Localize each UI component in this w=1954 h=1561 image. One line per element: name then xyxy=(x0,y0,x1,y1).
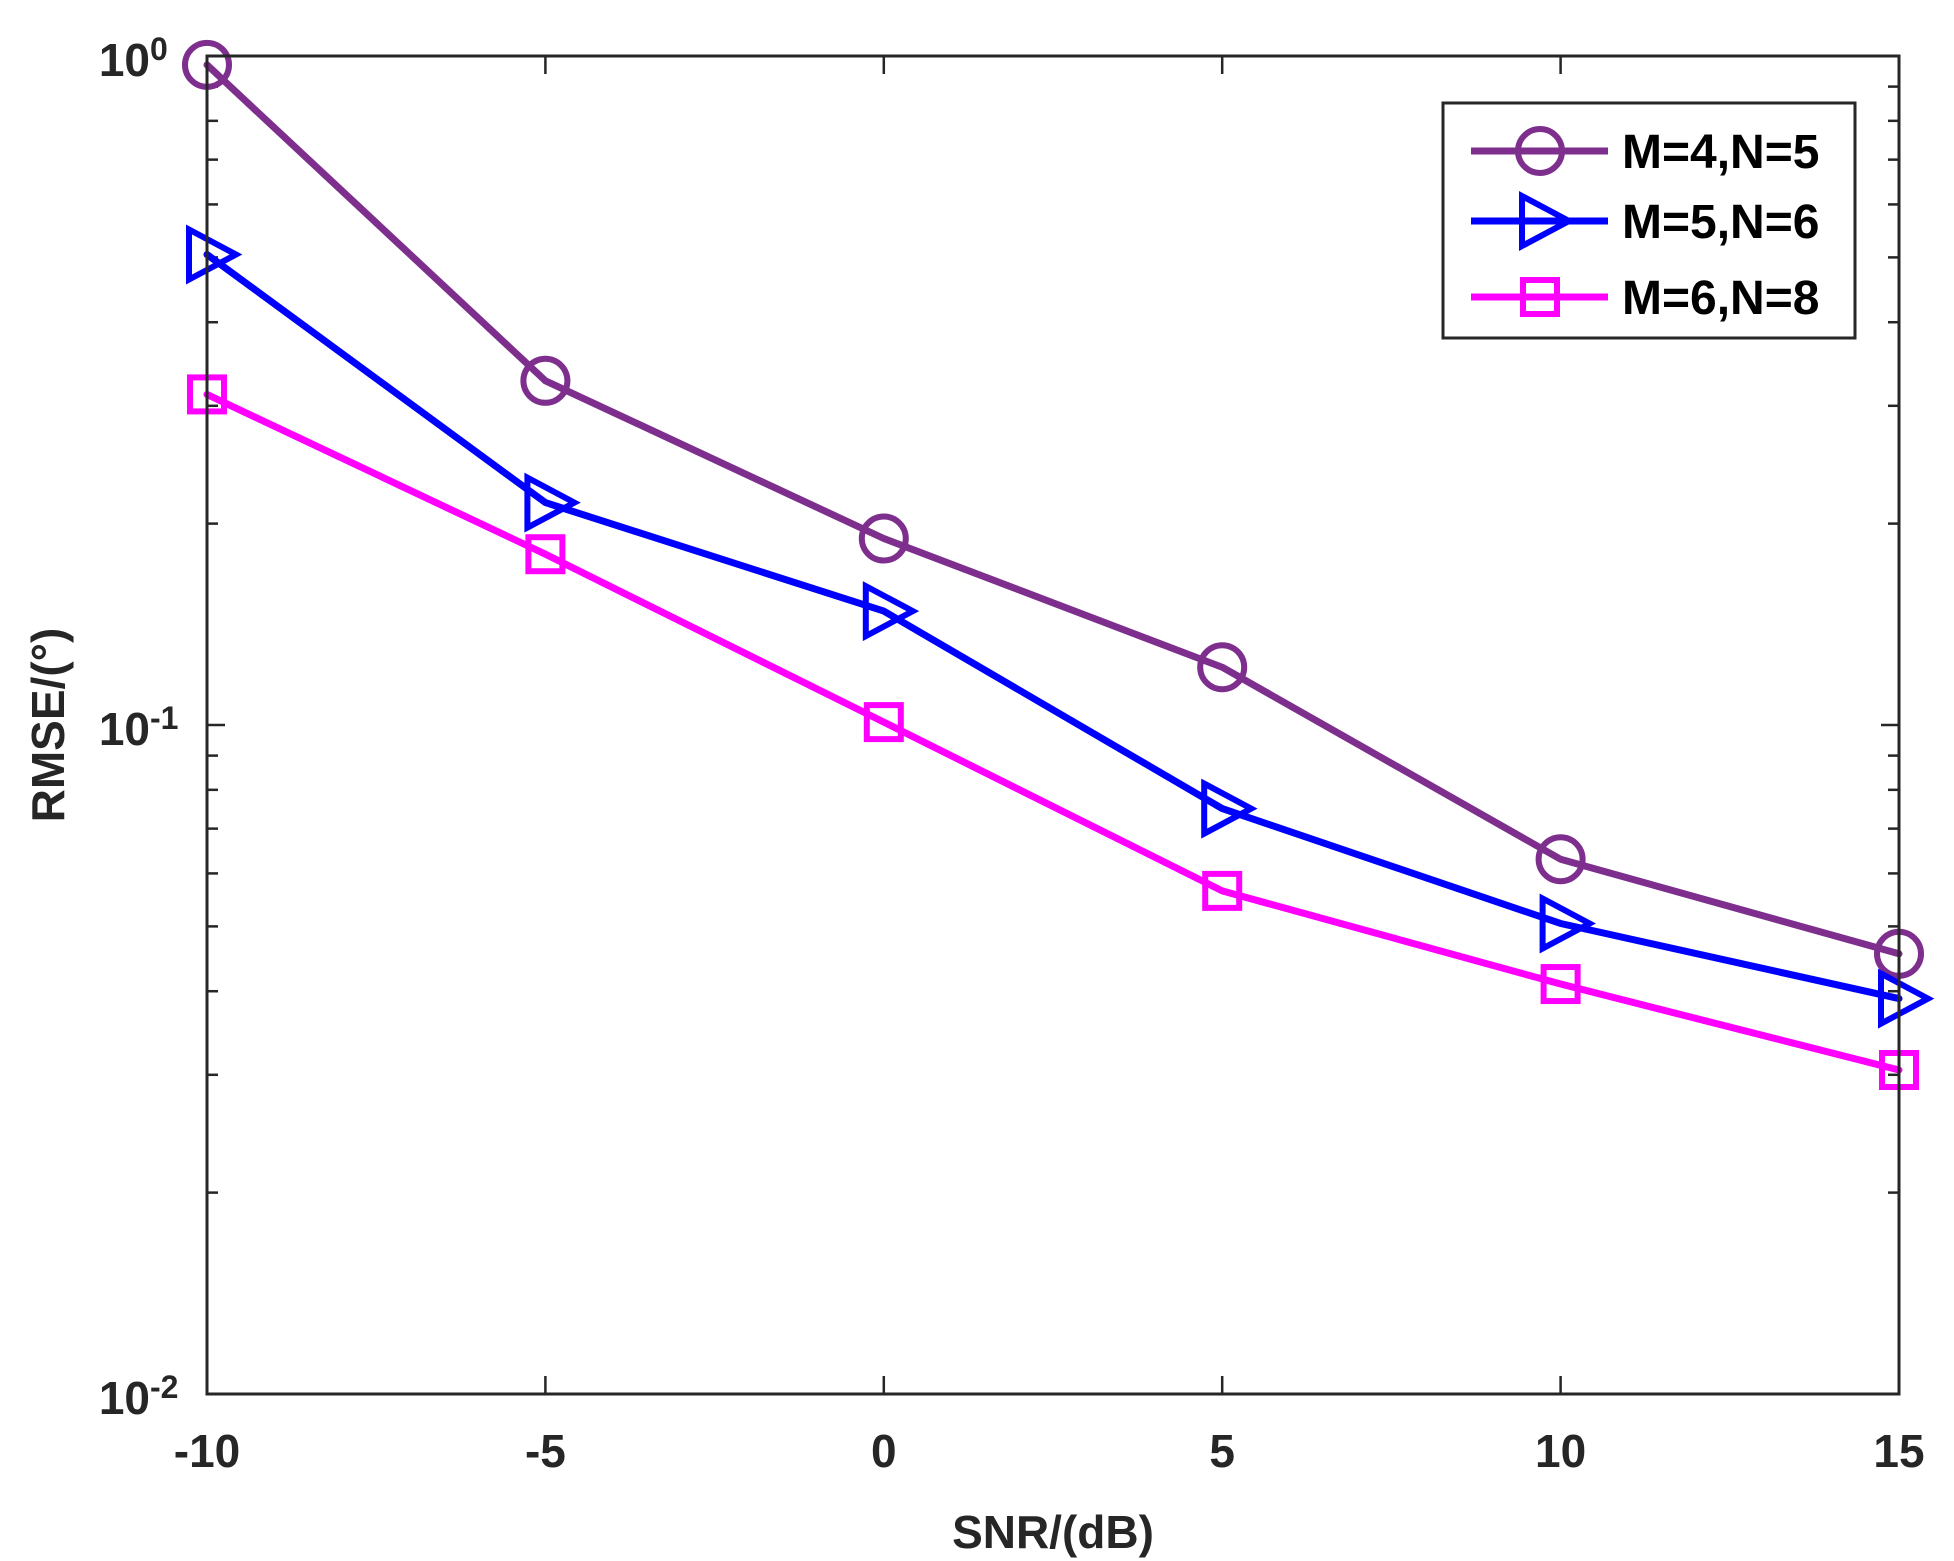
series-line xyxy=(203,61,1903,958)
legend-item: M=6,N=8 xyxy=(1471,272,1819,325)
y-tick-label-base: 10 xyxy=(99,34,150,86)
data-point xyxy=(525,534,566,575)
legend-item: M=4,N=5 xyxy=(1471,126,1819,179)
legend-marker xyxy=(1515,126,1565,176)
y-tick-label-exponent: 0 xyxy=(150,31,168,67)
series-1 xyxy=(182,39,1924,979)
data-point xyxy=(1878,968,1935,1029)
legend: M=4,N=5 M=5,N=6 M=6,N=8 xyxy=(1441,101,1857,340)
legend-label: M=5,N=6 xyxy=(1622,196,1819,249)
data-point xyxy=(863,702,904,743)
legend-marker xyxy=(1519,191,1576,251)
x-tick-label: -5 xyxy=(525,1425,566,1477)
y-tick-label: 10-1 xyxy=(99,700,179,755)
x-tick-labels: -10 -5 0 5 10 15 xyxy=(174,1425,1925,1477)
data-point xyxy=(858,513,909,564)
x-tick-label: 0 xyxy=(871,1425,897,1477)
data-point xyxy=(1535,834,1586,885)
series-line xyxy=(203,390,1903,1074)
x-tick-label: 5 xyxy=(1209,1425,1235,1477)
data-point xyxy=(520,355,571,406)
legend-item: M=5,N=6 xyxy=(1471,191,1819,251)
legend-label: M=4,N=5 xyxy=(1622,126,1819,179)
y-tick-label: 10-2 xyxy=(99,1369,179,1424)
data-point xyxy=(1197,642,1248,693)
data-point xyxy=(524,472,581,533)
series-line xyxy=(203,250,1903,1003)
x-tick-label: -10 xyxy=(174,1425,240,1477)
data-point xyxy=(1540,964,1581,1005)
legend-items: M=4,N=5 M=5,N=6 M=6,N=8 xyxy=(1471,126,1819,325)
y-tick-label-base: 10 xyxy=(99,703,150,755)
y-tick-label: 100 xyxy=(99,31,168,86)
axes-box xyxy=(205,54,1901,1396)
y-tick-label-base: 10 xyxy=(99,1372,150,1424)
x-axis-label: SNR/(dB) xyxy=(952,1506,1154,1558)
data-point xyxy=(1202,870,1243,911)
y-axis-label: RMSE/(°) xyxy=(22,628,74,823)
data-point xyxy=(1201,778,1258,839)
legend-label: M=6,N=8 xyxy=(1622,272,1819,325)
legend-marker xyxy=(1520,277,1560,317)
plot-series xyxy=(182,39,1935,1091)
x-tick-label: 15 xyxy=(1873,1425,1924,1477)
data-point xyxy=(1539,893,1596,954)
y-tick-label-exponent: -1 xyxy=(150,700,178,736)
y-tick-label-exponent: -2 xyxy=(150,1369,178,1405)
series-2 xyxy=(186,224,1935,1029)
data-point xyxy=(862,581,920,642)
x-tick-label: 10 xyxy=(1535,1425,1586,1477)
data-point xyxy=(186,224,243,285)
